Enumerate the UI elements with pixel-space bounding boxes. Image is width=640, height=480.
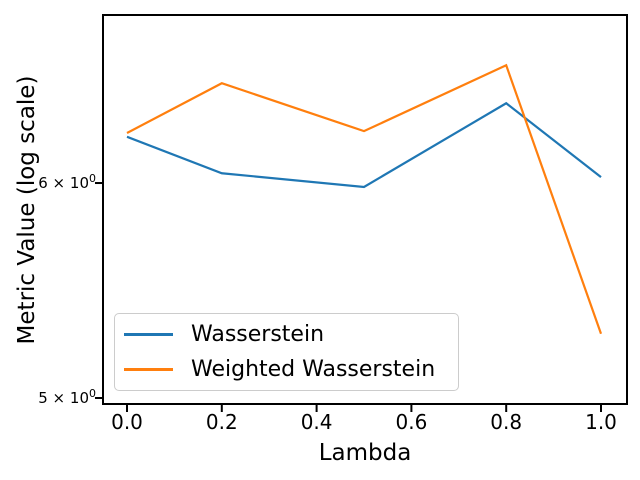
legend-label: Wasserstein xyxy=(191,322,325,347)
x-tick-label: 0.4 xyxy=(300,410,333,434)
x-tick-label: 0.2 xyxy=(205,410,238,434)
y-tick-mantissa: 5 × 10 xyxy=(38,389,89,407)
y-tick-exponent: 0 xyxy=(89,387,96,400)
y-tick-label: 5 × 100 xyxy=(0,388,96,408)
x-axis-label: Lambda xyxy=(318,440,412,466)
y-axis-label: Metric Value (log scale) xyxy=(14,75,40,345)
weighted-wasserstein-line-swatch xyxy=(124,368,173,371)
y-tick-mantissa: 6 × 10 xyxy=(38,174,89,193)
legend: Wasserstein Weighted Wasserstein xyxy=(114,313,459,391)
y-tick-exponent: 0 xyxy=(89,172,96,186)
x-tick-label: 1.0 xyxy=(585,410,617,434)
wasserstein-line-swatch xyxy=(124,333,173,336)
y-tick-label: 6 × 100 xyxy=(0,173,96,193)
legend-item-weighted-wasserstein: Weighted Wasserstein xyxy=(115,352,458,387)
legend-item-wasserstein: Wasserstein xyxy=(115,317,458,352)
x-tick-label: 0.8 xyxy=(490,410,523,434)
x-tick-label: 0.6 xyxy=(395,410,428,434)
x-tick-label: 0.0 xyxy=(111,410,143,434)
legend-label: Weighted Wasserstein xyxy=(191,357,436,382)
